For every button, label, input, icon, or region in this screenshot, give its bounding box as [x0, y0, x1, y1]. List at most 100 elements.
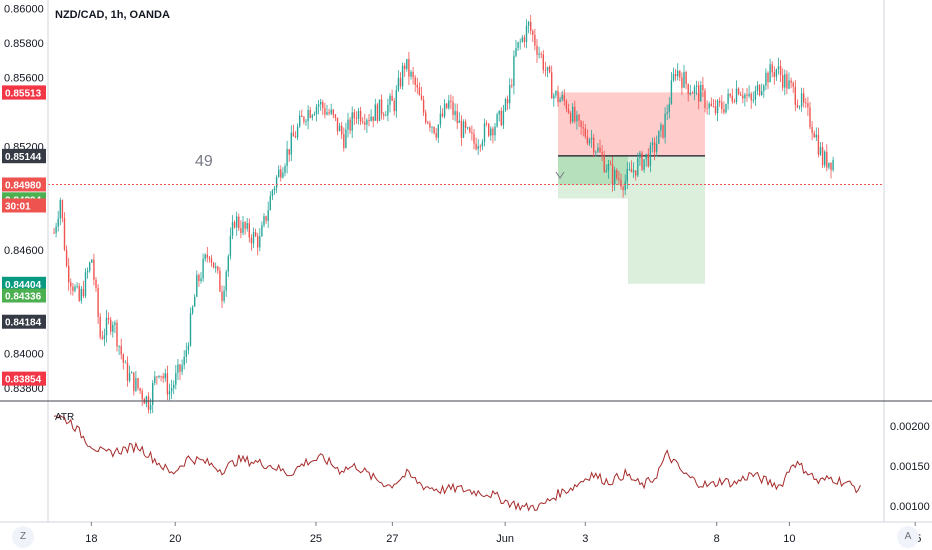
candle[interactable] [355, 111, 358, 124]
candle[interactable] [813, 130, 815, 138]
candle[interactable] [286, 140, 288, 174]
candle[interactable] [830, 162, 832, 179]
candle[interactable] [614, 166, 616, 191]
candle[interactable] [311, 113, 313, 121]
candle[interactable] [63, 212, 66, 252]
candle[interactable] [433, 126, 435, 135]
candle[interactable] [227, 254, 229, 278]
candle[interactable] [775, 68, 778, 81]
candle[interactable] [677, 63, 679, 81]
candle[interactable] [61, 199, 64, 223]
candle[interactable] [826, 144, 828, 172]
candle[interactable] [301, 109, 303, 118]
candle[interactable] [603, 150, 605, 174]
candle[interactable] [567, 103, 570, 115]
candle[interactable] [464, 119, 467, 134]
candle[interactable] [544, 61, 547, 77]
candle[interactable] [76, 282, 78, 289]
candle[interactable] [668, 97, 670, 119]
candle[interactable] [196, 270, 198, 298]
candle[interactable] [509, 78, 511, 110]
candle[interactable] [221, 285, 223, 309]
candle[interactable] [303, 115, 305, 125]
candle[interactable] [586, 129, 589, 146]
candle[interactable] [616, 168, 618, 181]
candle[interactable] [238, 213, 240, 231]
candle[interactable] [773, 66, 775, 85]
candle[interactable] [198, 273, 200, 287]
candle[interactable] [158, 375, 160, 379]
candle[interactable] [194, 294, 196, 307]
candle[interactable] [700, 80, 702, 102]
price-pane[interactable] [48, 15, 884, 414]
candle[interactable] [244, 221, 246, 235]
candle[interactable] [582, 120, 584, 137]
candle[interactable] [380, 94, 383, 120]
candle[interactable] [395, 85, 397, 118]
candle[interactable] [800, 87, 803, 112]
candle[interactable] [183, 350, 185, 370]
auto-scale-button[interactable]: A [897, 526, 919, 548]
candle[interactable] [454, 103, 456, 122]
candle[interactable] [809, 101, 811, 130]
candle[interactable] [105, 309, 108, 343]
candle[interactable] [727, 88, 729, 110]
candle[interactable] [805, 97, 807, 109]
candle[interactable] [120, 338, 122, 360]
candle[interactable] [689, 84, 691, 96]
candle[interactable] [622, 184, 624, 198]
candle[interactable] [437, 124, 439, 143]
candle[interactable] [656, 135, 658, 157]
candle[interactable] [175, 364, 177, 390]
atr-line[interactable] [53, 415, 861, 512]
candle[interactable] [59, 197, 61, 226]
candle[interactable] [95, 277, 97, 292]
candle[interactable] [824, 150, 826, 168]
candle[interactable] [229, 227, 232, 260]
candle[interactable] [177, 359, 179, 381]
candle[interactable] [794, 80, 796, 112]
candle[interactable] [685, 70, 687, 90]
candle[interactable] [160, 375, 162, 382]
candle[interactable] [252, 227, 255, 248]
candle[interactable] [576, 110, 578, 130]
candle[interactable] [82, 280, 85, 299]
candle[interactable] [721, 95, 723, 114]
candle[interactable] [166, 365, 169, 401]
candle[interactable] [334, 113, 337, 122]
candle[interactable] [683, 65, 685, 89]
candle[interactable] [691, 91, 694, 94]
candle[interactable] [565, 98, 568, 113]
candle[interactable] [80, 285, 82, 304]
candle[interactable] [779, 59, 782, 82]
candle[interactable] [187, 342, 190, 355]
candle[interactable] [452, 96, 454, 121]
candle[interactable] [605, 164, 607, 173]
candle[interactable] [723, 101, 725, 115]
candle[interactable] [261, 221, 263, 237]
candle[interactable] [515, 40, 517, 58]
candle[interactable] [527, 20, 530, 34]
candle[interactable] [828, 162, 830, 170]
candle[interactable] [511, 78, 513, 89]
candle[interactable] [494, 123, 496, 141]
candle[interactable] [65, 245, 68, 268]
candle[interactable] [817, 127, 820, 158]
candle[interactable] [391, 89, 393, 102]
candle[interactable] [408, 51, 410, 86]
candle[interactable] [338, 123, 341, 132]
candle[interactable] [248, 218, 250, 243]
candle[interactable] [282, 167, 284, 179]
candle[interactable] [429, 120, 431, 132]
candle[interactable] [786, 70, 788, 95]
candle[interactable] [397, 70, 400, 93]
candle[interactable] [574, 100, 576, 124]
candle[interactable] [597, 143, 599, 154]
candle[interactable] [534, 28, 536, 51]
candle[interactable] [731, 88, 733, 104]
candle[interactable] [645, 153, 647, 167]
candle[interactable] [233, 220, 236, 229]
candle[interactable] [353, 108, 355, 125]
candle[interactable] [170, 379, 173, 400]
candle[interactable] [179, 363, 181, 381]
